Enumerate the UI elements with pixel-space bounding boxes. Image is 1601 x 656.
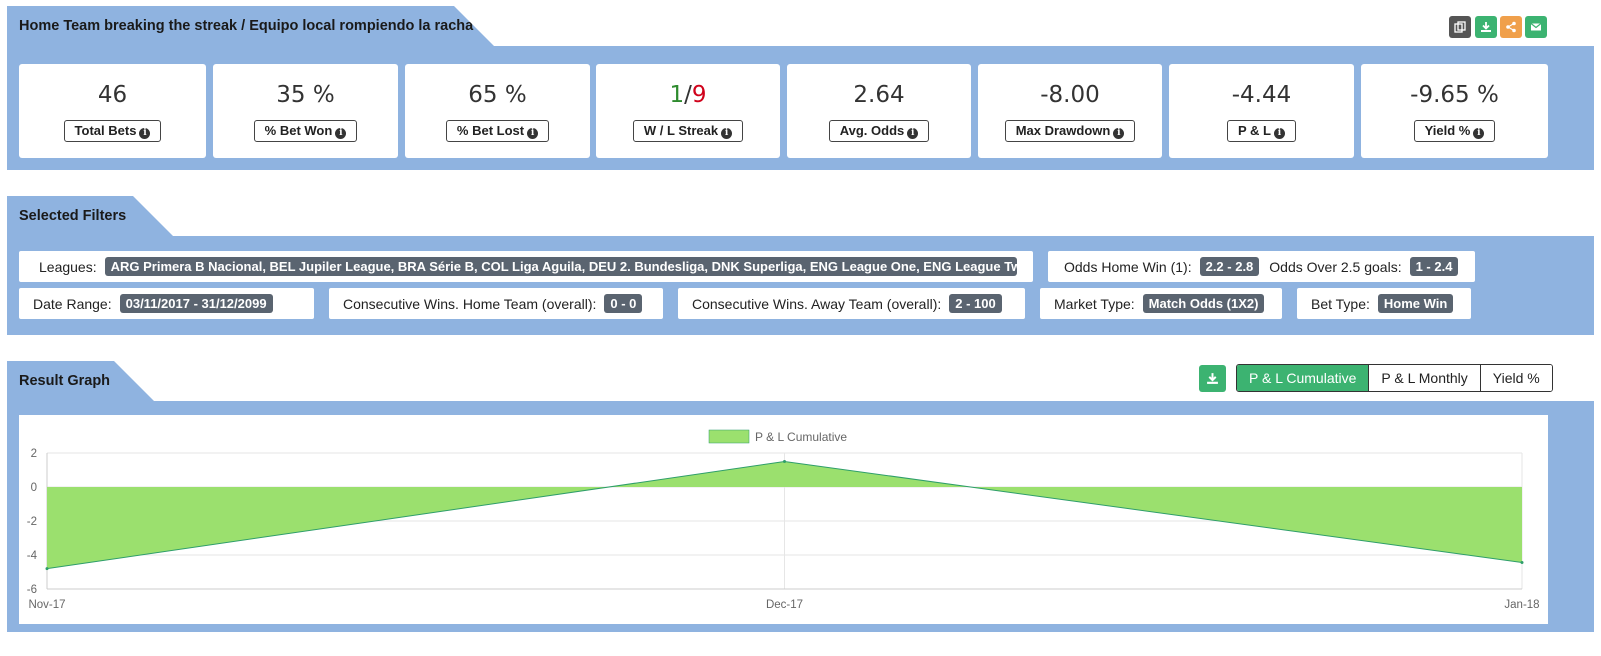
y-tick-label: 2: [31, 448, 37, 460]
filter-label: Market Type:: [1054, 295, 1135, 312]
header-tab: Home Team breaking the streak / Equipo l…: [7, 6, 494, 46]
tab-pl-cumulative[interactable]: P & L Cumulative: [1237, 365, 1369, 391]
stat-value: 35 %: [276, 82, 335, 108]
area-fill: [47, 461, 1522, 569]
stat-wl-streak: 1/9 W / L Streak i: [596, 64, 780, 158]
legend-swatch: [708, 429, 750, 444]
stat-avg-odds: 2.64 Avg. Odds i: [787, 64, 971, 158]
stat-max-drawdown: -8.00 Max Drawdown i: [978, 64, 1162, 158]
graph-mode-tabs: P & L Cumulative P & L Monthly Yield %: [1236, 364, 1553, 392]
info-icon[interactable]: i: [1274, 128, 1285, 139]
result-tab: Result Graph: [7, 361, 154, 401]
stat-value: -4.44: [1231, 82, 1292, 108]
stat-value: -9.65 %: [1410, 82, 1499, 108]
pl-cumulative-chart: 2 0 -2 -4 -6 Nov-17 Dec-17 Jan-18 P & L Cumulati…: [27, 429, 1540, 611]
info-icon[interactable]: i: [907, 128, 919, 139]
data-point: [1520, 560, 1524, 564]
tab-pl-monthly[interactable]: P & L Monthly: [1368, 365, 1480, 391]
share-icon[interactable]: [1500, 16, 1522, 38]
chart-container: 2 0 -2 -4 -6 Nov-17 Dec-17 Jan-18 P & L Cumulati…: [19, 415, 1548, 624]
filter-label: Date Range:: [33, 295, 112, 312]
filter-label: Leagues:: [39, 258, 97, 275]
filter-date-range: Date Range: 03/11/2017 - 31/12/2099: [19, 288, 314, 319]
filters-title: Selected Filters: [19, 208, 127, 224]
x-tick-label: Dec-17: [766, 599, 803, 611]
filter-value: Home Win: [1377, 294, 1454, 313]
filter-label: Bet Type:: [1311, 295, 1370, 312]
info-icon[interactable]: i: [139, 128, 151, 139]
filter-cons-home: Consecutive Wins. Home Team (overall): 0…: [329, 288, 663, 319]
tab-yield[interactable]: Yield %: [1479, 365, 1552, 391]
stat-bet-lost: 65 % % Bet Lost i: [405, 64, 590, 158]
filter-value: 2 - 100: [949, 294, 1002, 313]
stat-value: -8.00: [1040, 82, 1100, 108]
y-tick-label: 0: [31, 482, 37, 494]
x-tick-label: Jan-18: [1504, 599, 1539, 611]
legend-label: P & L Cumulative: [755, 430, 847, 444]
stat-label[interactable]: Max Drawdown i: [1004, 120, 1136, 142]
filter-cons-away: Consecutive Wins. Away Team (overall): 2…: [678, 288, 1025, 319]
filter-label: Odds Over 2.5 goals:: [1269, 258, 1402, 275]
filter-label: Odds Home Win (1):: [1064, 258, 1192, 275]
stat-value: 2.64: [853, 82, 905, 108]
x-tick-label: Nov-17: [28, 599, 65, 611]
email-icon[interactable]: [1525, 16, 1547, 38]
filter-value: 1 - 2.4: [1409, 257, 1459, 276]
info-icon[interactable]: i: [1473, 128, 1485, 139]
filter-value: 2.2 - 2.8: [1199, 257, 1260, 276]
y-tick-label: -4: [27, 550, 38, 562]
stat-yield: -9.65 % Yield % i: [1361, 64, 1548, 158]
info-icon[interactable]: i: [527, 128, 539, 139]
data-point: [45, 567, 49, 571]
filter-value: Match Odds (1X2): [1142, 294, 1265, 313]
filter-odds: Odds Home Win (1): 2.2 - 2.8 Odds Over 2…: [1048, 251, 1475, 282]
filters-tab: Selected Filters: [7, 196, 173, 236]
loss-streak: 9: [691, 82, 707, 108]
stat-label[interactable]: Yield % i: [1413, 120, 1496, 142]
filter-leagues: Leagues: ARG Primera B Nacional, BEL Jup…: [19, 251, 1033, 282]
info-icon[interactable]: i: [335, 128, 347, 139]
stat-label[interactable]: W / L Streak i: [632, 120, 744, 142]
stat-label[interactable]: % Bet Lost i: [445, 120, 550, 142]
data-point: [783, 460, 786, 463]
stat-total-bets: 46 Total Bets i: [19, 64, 206, 158]
filter-value: 0 - 0: [604, 294, 643, 313]
stat-value: 1/9: [669, 82, 707, 108]
stat-value: 65 %: [468, 82, 527, 108]
result-title: Result Graph: [19, 373, 111, 389]
stat-bet-won: 35 % % Bet Won i: [213, 64, 398, 158]
chart-download-icon[interactable]: [1199, 365, 1226, 392]
copy-icon[interactable]: [1449, 16, 1471, 38]
filter-value: ARG Primera B Nacional, BEL Jupiler Leag…: [104, 257, 1017, 276]
info-icon[interactable]: i: [1113, 128, 1125, 139]
filter-label: Consecutive Wins. Away Team (overall):: [692, 295, 942, 312]
y-tick-label: -2: [27, 516, 37, 528]
filter-bet-type: Bet Type: Home Win: [1297, 288, 1471, 319]
y-tick-label: -6: [27, 584, 37, 596]
stat-label[interactable]: Avg. Odds i: [828, 120, 930, 142]
filter-value: 03/11/2017 - 31/12/2099: [119, 294, 273, 313]
download-icon[interactable]: [1475, 16, 1497, 38]
info-icon[interactable]: i: [721, 128, 733, 139]
win-streak: 1: [669, 82, 685, 108]
stat-label[interactable]: Total Bets i: [63, 120, 162, 142]
filter-market-type: Market Type: Match Odds (1X2): [1040, 288, 1282, 319]
stat-label[interactable]: % Bet Won i: [253, 120, 358, 142]
filter-label: Consecutive Wins. Home Team (overall):: [343, 295, 597, 312]
stat-value: 46: [97, 82, 128, 108]
page-title: Home Team breaking the streak / Equipo l…: [19, 18, 474, 34]
